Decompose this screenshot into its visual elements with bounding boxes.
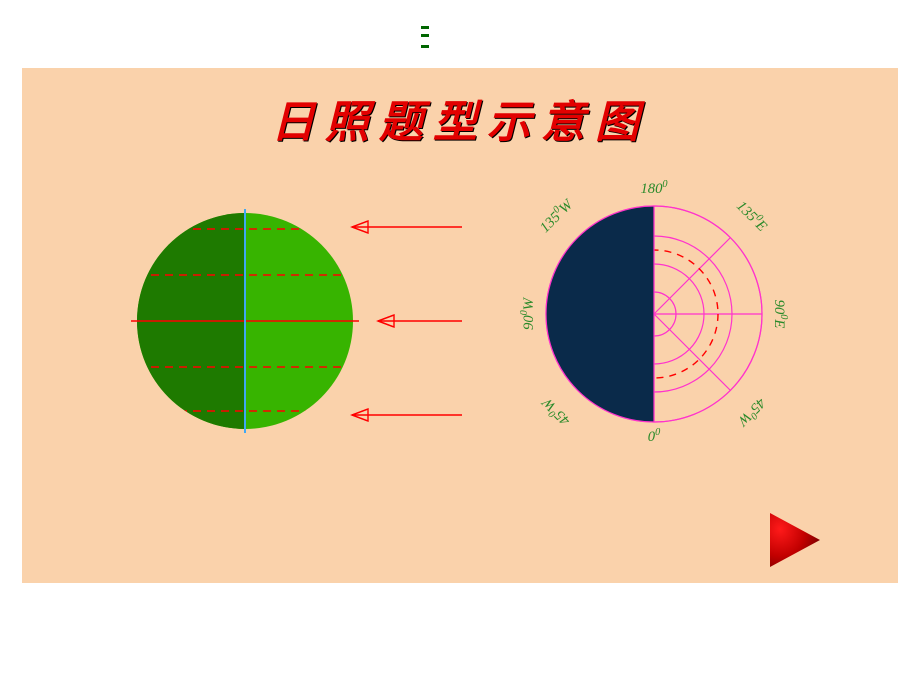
polar-label: 1350W	[535, 194, 577, 236]
polar-label: 450W	[733, 394, 770, 431]
polar-label: 00	[648, 427, 660, 446]
sun-arrows	[352, 221, 462, 421]
diagram-canvas: 日照题型示意图 18001350E900E450W00450W900W1350W	[22, 68, 898, 583]
next-slide-button[interactable]	[770, 513, 820, 567]
side-view-globe	[131, 209, 359, 433]
polar-label: 900E	[771, 300, 790, 329]
polar-label: 1350E	[733, 197, 772, 236]
polar-label: 1800	[640, 179, 667, 198]
diagram-svg: 1800 1350E 900E 450W 00 450W 900W 1350W	[22, 68, 898, 583]
page-marker-icon	[421, 26, 429, 48]
polar-label: 900W	[519, 296, 538, 330]
polar-projection: 1800 1350E 900E 450W 00 450W 900W 1350W	[519, 179, 789, 446]
polar-label: 450W	[537, 393, 574, 430]
